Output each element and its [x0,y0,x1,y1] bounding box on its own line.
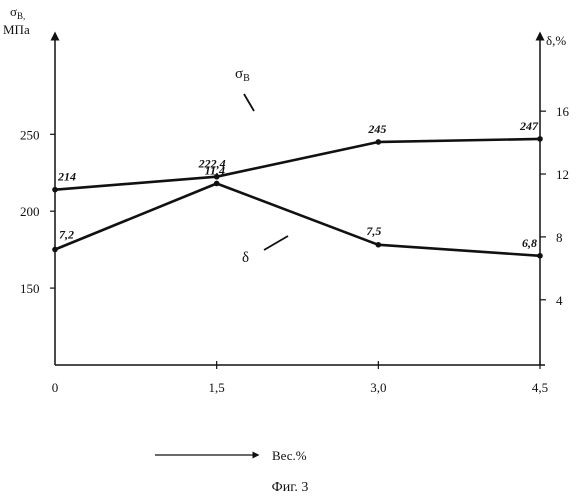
left-tick-label: 150 [20,281,40,296]
figure-caption: Фиг. 3 [0,480,580,496]
right-tick-label: 4 [556,293,563,308]
right-tick-label: 12 [556,167,569,182]
data-label: 11,4 [205,163,225,177]
data-point [537,253,543,259]
data-point [537,136,543,142]
series-line-delta [55,184,540,256]
x-tick-label: 3,0 [370,380,386,395]
data-point [52,247,58,253]
data-point [376,139,382,145]
x-tick-label: 4,5 [532,380,548,395]
right-tick-label: 8 [556,230,563,245]
x-tick-label: 0 [52,380,59,395]
data-point [376,242,382,248]
left-tick-label: 200 [20,204,40,219]
series-line-sigma [55,139,540,190]
data-label: 7,5 [366,224,381,238]
data-label: 214 [57,170,76,184]
left-axis-title-bottom: МПа [3,22,30,37]
series-leader-line [244,94,254,111]
data-label: 245 [367,122,386,136]
data-point [52,187,58,193]
series-name-label: σB [235,66,250,84]
x-axis-title: Вес.% [272,448,307,463]
left-axis-title-top: σB, [10,4,25,21]
series-name-label: δ [242,250,249,266]
x-tick-label: 1,5 [209,380,225,395]
right-axis-title: δ,% [546,33,566,48]
data-label: 7,2 [59,227,74,241]
left-tick-label: 250 [20,127,40,142]
series-leader-line [264,236,288,250]
data-label: 6,8 [522,236,537,250]
right-tick-label: 16 [556,104,570,119]
data-label: 247 [519,119,539,133]
data-point [214,181,220,187]
